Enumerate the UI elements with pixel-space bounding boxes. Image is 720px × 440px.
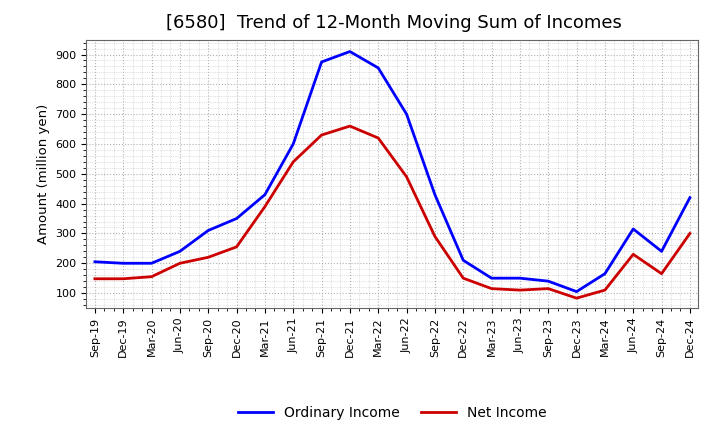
Net Income (289, 159, 297, 165)
Net Income (516, 287, 524, 293)
Ordinary Income (402, 111, 411, 117)
Ordinary Income (516, 275, 524, 281)
Ordinary Income (318, 59, 326, 65)
Ordinary Income (459, 258, 467, 263)
Ordinary Income (261, 192, 269, 197)
Ordinary Income (119, 260, 127, 266)
Net Income (176, 260, 184, 266)
Ordinary Income (148, 260, 156, 266)
Ordinary Income (657, 249, 666, 254)
Ordinary Income (544, 279, 552, 284)
Ordinary Income (346, 49, 354, 54)
Ordinary Income (289, 141, 297, 147)
Net Income (685, 231, 694, 236)
Ordinary Income (629, 226, 637, 231)
Ordinary Income (572, 289, 581, 294)
Net Income (318, 132, 326, 138)
Net Income (91, 276, 99, 282)
Ordinary Income (685, 195, 694, 200)
Ordinary Income (176, 249, 184, 254)
Ordinary Income (374, 65, 382, 70)
Ordinary Income (91, 259, 99, 264)
Net Income (544, 286, 552, 291)
Net Income (459, 275, 467, 281)
Ordinary Income (204, 228, 212, 233)
Text: [6580]  Trend of 12-Month Moving Sum of Incomes: [6580] Trend of 12-Month Moving Sum of I… (166, 15, 622, 33)
Ordinary Income (431, 192, 439, 197)
Net Income (657, 271, 666, 276)
Net Income (600, 287, 609, 293)
Net Income (261, 204, 269, 209)
Net Income (431, 234, 439, 239)
Line: Ordinary Income: Ordinary Income (95, 51, 690, 292)
Net Income (148, 274, 156, 279)
Ordinary Income (600, 271, 609, 276)
Y-axis label: Amount (million yen): Amount (million yen) (37, 104, 50, 244)
Net Income (346, 124, 354, 129)
Net Income (374, 136, 382, 141)
Net Income (572, 296, 581, 301)
Line: Net Income: Net Income (95, 126, 690, 298)
Net Income (119, 276, 127, 282)
Net Income (487, 286, 496, 291)
Net Income (233, 244, 241, 249)
Legend: Ordinary Income, Net Income: Ordinary Income, Net Income (233, 401, 552, 426)
Net Income (402, 174, 411, 180)
Ordinary Income (233, 216, 241, 221)
Ordinary Income (487, 275, 496, 281)
Net Income (629, 252, 637, 257)
Net Income (204, 255, 212, 260)
